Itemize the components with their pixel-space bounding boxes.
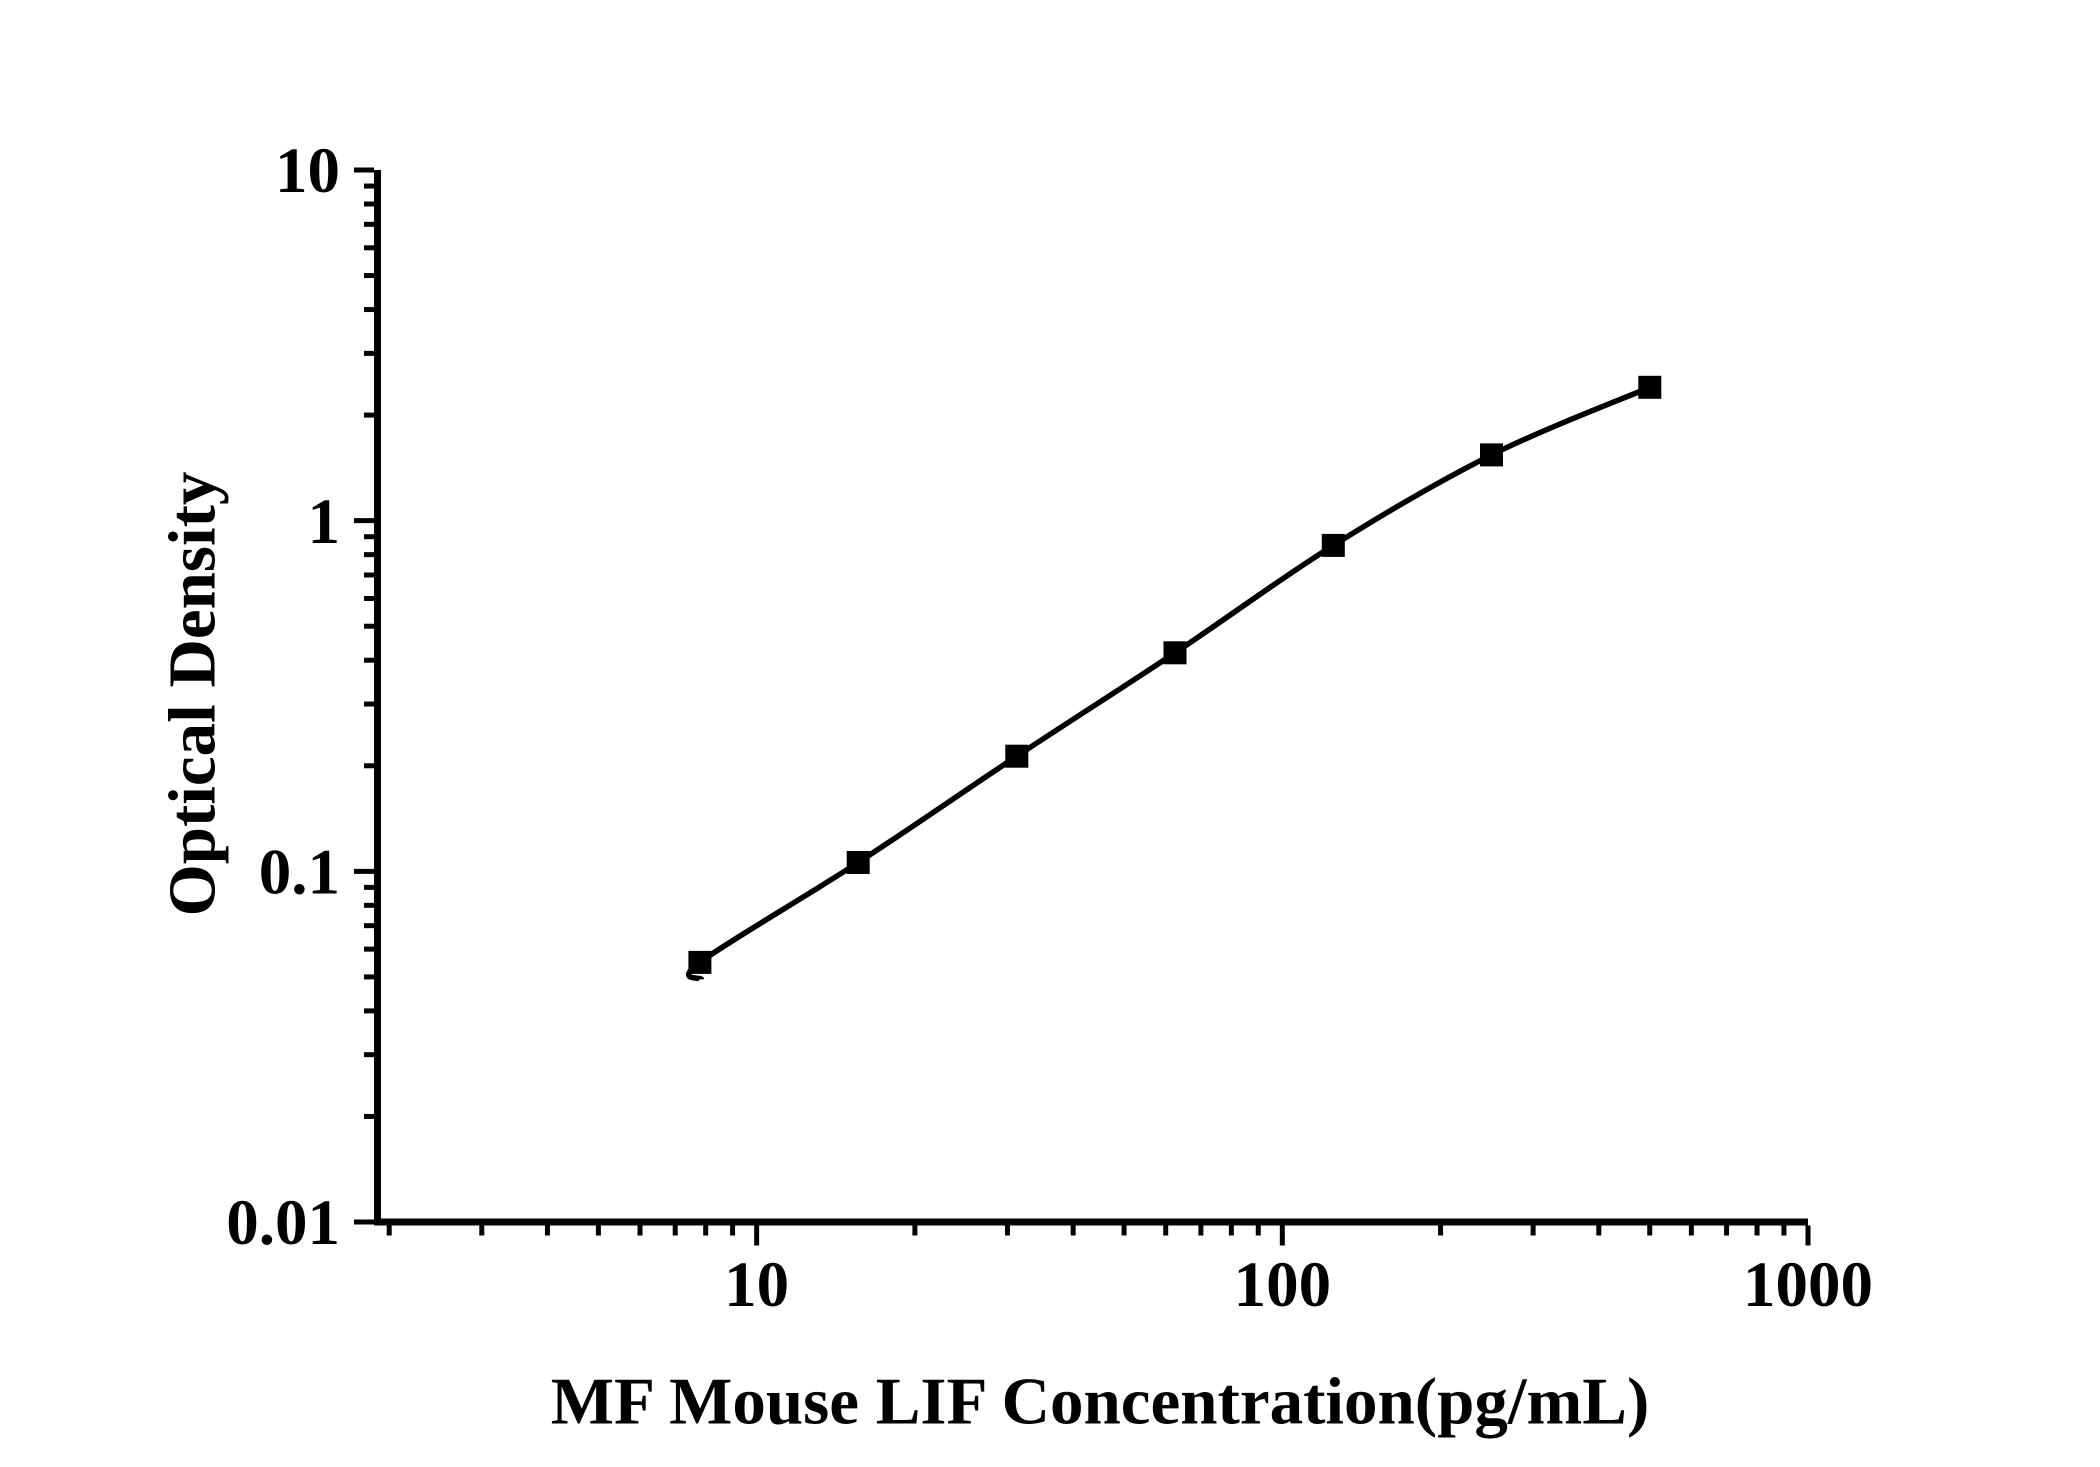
x-axis-title: MF Mouse LIF Concentration(pg/mL) [550,1364,1650,1439]
x-tick-label-10: 10 [724,1249,789,1321]
y-tick-label-0.01: 0.01 [226,1187,340,1259]
y-tick-label-1: 1 [308,486,341,558]
data-point-marker [1480,443,1503,467]
y-axis-title: Optical Density [155,471,230,917]
x-tick-label-1000: 1000 [1743,1249,1873,1321]
y-tick-label-0.1: 0.1 [259,836,340,908]
standard-curve-line [686,384,1651,983]
x-tick-label-100: 100 [1234,1249,1332,1321]
y-tick-label-10: 10 [275,135,340,207]
data-point-marker [1163,641,1187,665]
data-point-marker [846,851,870,874]
data-point-marker [688,950,712,974]
data-point-marker [1321,533,1345,557]
data-point-marker [1005,744,1029,768]
data-point-marker [1638,375,1662,399]
